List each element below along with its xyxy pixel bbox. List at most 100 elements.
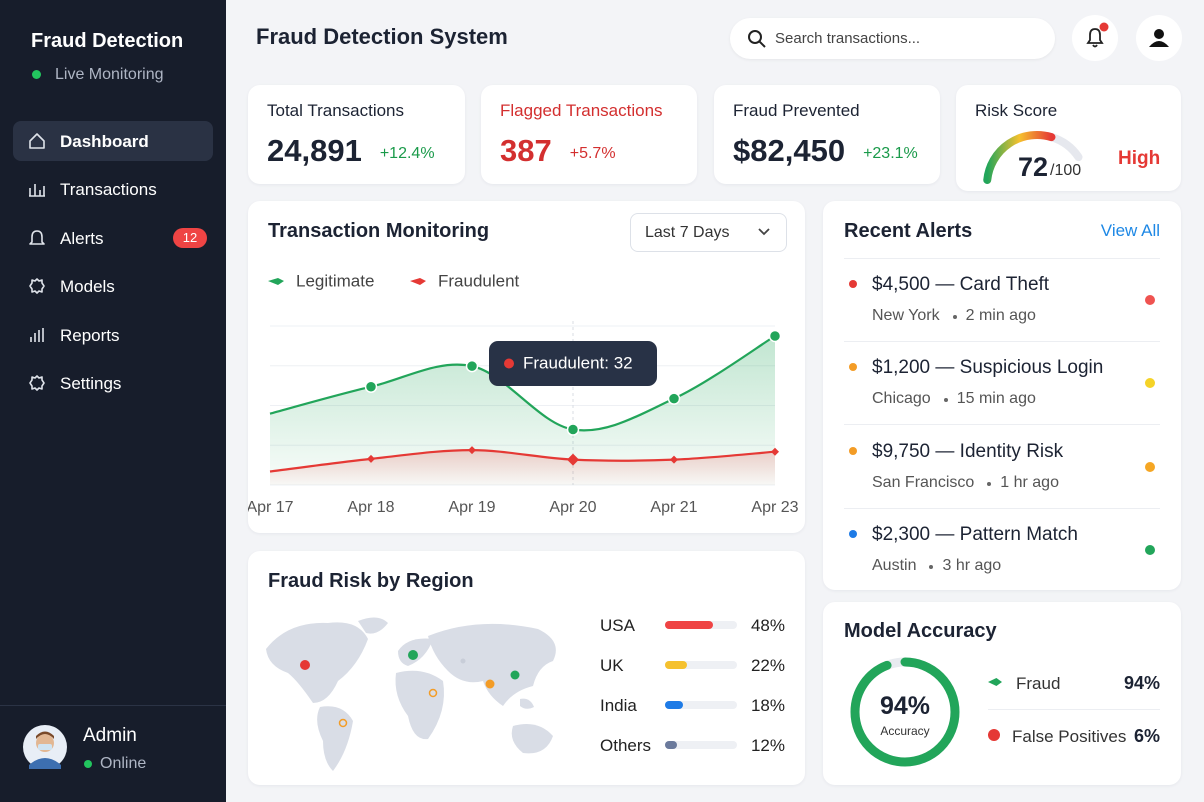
tooltip-box [489,341,657,386]
nav-item[interactable]: Settings [13,363,213,403]
nav-icon-shape [30,327,44,342]
alerts-title: Recent Alerts [844,220,973,242]
nav-icon [30,327,44,342]
region-bar-track [665,661,737,669]
nav-icon [29,375,45,391]
nav-item[interactable]: Models [13,266,213,306]
chevron [758,228,770,236]
chart: Legitimate Fraudulent Apr 17 Apr 18 Apr 19 Ap… [248,271,799,516]
alert-location: New York [872,307,940,324]
monitoring-title: Transaction Monitoring [268,220,490,242]
alert-status [1145,544,1155,555]
world-map [266,617,556,771]
alert-item[interactable]: $9,750 — Identity Risk San Francisco 1 hr … [823,422,1181,509]
ring-value [850,657,960,767]
alert-divider [844,341,1160,342]
kpi-value: $82,450 [733,133,846,168]
avatar [23,725,67,769]
monitoring-card: Transaction Monitoring Last 7 Days Legit… [248,201,805,533]
alert-title: $2,300 — Pattern Match [872,523,1078,545]
nav-item[interactable]: Transactions [13,169,213,209]
alert-dot [849,363,857,372]
nav-icon [29,278,45,294]
nav-item[interactable]: Dashboard [13,121,213,161]
live-dot [32,70,41,79]
region-bar-track [665,701,737,709]
kpi-value: 24,891 [267,133,362,168]
nav-icon-shape [29,229,45,245]
point [670,455,678,464]
view-all-link[interactable]: View All [1100,221,1160,240]
region-value: 22% [750,656,785,675]
region-name: USA [600,616,635,635]
point [566,423,580,436]
nav-item[interactable]: Alerts 12 [13,218,213,258]
series-area [270,336,775,485]
region-title: Fraud Risk by Region [268,570,474,592]
risk-max: /100 [1050,162,1082,179]
kpi-change: +5.7% [569,145,616,162]
alert-sep [929,564,934,569]
alert-sep [987,481,992,486]
accuracy-value: 94% [879,692,931,720]
alert-divider [844,424,1160,426]
nav-badge: 12 [173,227,207,248]
kpi-card: Flagged Transactions 387 +5.7% [481,85,697,184]
nav-label: Transactions [60,180,157,200]
nav-label: Alerts [60,228,104,248]
nav-icon [29,133,45,149]
nav-label: Settings [60,374,122,393]
search-placeholder: Search transactions... [775,30,921,47]
point [768,329,782,343]
nav-item[interactable]: Reports [13,315,213,355]
nav-icon [29,184,45,198]
alert-item[interactable]: $2,300 — Pattern Match Austin 3 hr ago [823,505,1181,585]
alert-time: 2 min ago [965,307,1036,324]
alert-time: 3 hr ago [942,556,1002,574]
range-select[interactable]: Last 7 Days [630,213,787,252]
search-box[interactable]: Search transactions... [730,18,1055,59]
alert-status [1145,378,1155,389]
legend-swatch [988,678,1002,686]
notification-button[interactable] [1072,15,1118,61]
alert-location: San Francisco [872,473,975,491]
accuracy-title: Model Accuracy [844,620,997,642]
divider [0,705,226,706]
legend-value: 6% [1133,726,1160,746]
search-icon [748,30,766,48]
series-line [269,335,776,432]
online-dot [84,760,92,768]
legend-item: Legitimate [268,271,374,290]
kpi-label: Flagged Transactions [500,101,663,120]
point [567,453,579,466]
alert-title: $4,500 — Card Theft [872,274,1050,295]
region-card: Fraud Risk by Region USA 48% UK 22% India 18%… [248,551,805,785]
legend-value: 94% [1123,673,1160,693]
region-name: Others [600,736,652,755]
alerts-card: Recent Alerts View All $4,500 — Card The… [823,201,1181,590]
legend-name: False Positives [1012,727,1127,746]
region-bar [665,741,678,749]
brand: Fraud Detection [31,30,184,52]
x-tick-label: Apr 20 [549,499,596,516]
region-bar [665,701,684,709]
accuracy-caption: Accuracy [880,724,930,738]
point [367,454,375,463]
alert-item[interactable]: $1,200 — Suspicious Login Chicago 15 min a… [823,338,1181,426]
kpi-label: Total Transactions [267,101,405,120]
region-bar [665,621,714,629]
legend-label: Fraudulent [438,271,520,290]
region-value: 18% [750,696,785,715]
region-bar-track [665,741,737,749]
risk-gauge [983,131,1083,185]
profile-button[interactable] [1136,15,1182,61]
risk-level: High [1118,148,1161,169]
alert-title: $9,750 — Identity Risk [872,440,1064,462]
nav-icon-shape [29,133,45,149]
tooltip: Fraudulent: 32 [489,341,657,386]
user-name: Admin [83,725,137,746]
kpi-change: +12.4% [379,145,435,162]
gauge-track [1047,133,1083,162]
alert-item[interactable]: $4,500 — Card Theft New York 2 min ago [823,255,1181,342]
